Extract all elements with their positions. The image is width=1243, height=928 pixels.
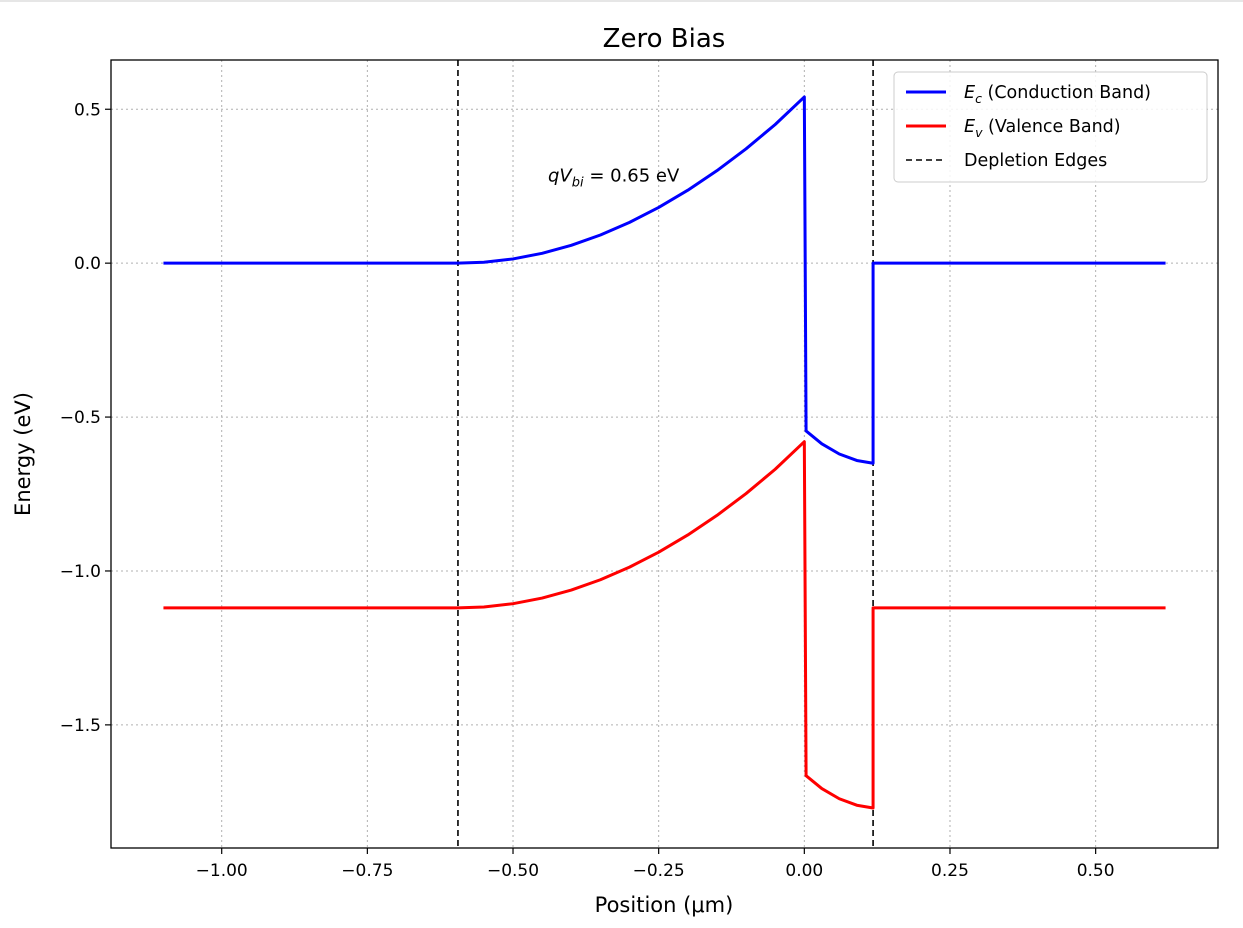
plot-area xyxy=(111,60,1218,848)
legend-label: Ec (Conduction Band) xyxy=(964,83,1151,106)
x-axis: −1.00 −0.75 −0.50 −0.25 0.00 0.25 0.50 xyxy=(196,848,1115,881)
legend: Ec (Conduction Band)Ev (Valence Band)Dep… xyxy=(893,71,1208,183)
y-tick-label: 0.5 xyxy=(74,100,101,120)
x-tick-label: −0.25 xyxy=(633,861,685,881)
legend-text: (Conduction Band) xyxy=(982,83,1151,103)
x-tick-label: 0.25 xyxy=(931,861,969,881)
built-in-potential-annotation: qVbi = 0.65 eV xyxy=(548,165,680,190)
conduction-band-line xyxy=(163,95,1166,465)
x-tick-label: 0.00 xyxy=(785,861,823,881)
y-axis: 0.5 0.0 −0.5 −1.0 −1.5 xyxy=(60,100,111,736)
legend-subscript: v xyxy=(975,125,983,140)
y-axis-label: Energy (eV) xyxy=(11,392,35,516)
x-axis-label: Position (μm) xyxy=(595,893,734,917)
legend-box xyxy=(893,71,1208,183)
x-tick-label: −1.00 xyxy=(196,861,248,881)
y-tick-label: −1.0 xyxy=(60,562,101,582)
y-tick-label: 0.0 xyxy=(74,254,101,274)
legend-text: (Valence Band) xyxy=(982,117,1120,137)
legend-subscript: c xyxy=(975,91,982,106)
legend-symbol: E xyxy=(964,83,976,103)
chart-title: Zero Bias xyxy=(603,24,726,54)
annotation-value: = 0.65 eV xyxy=(584,165,680,186)
band-curves xyxy=(163,95,1166,810)
annotation-subscript: bi xyxy=(572,175,584,190)
y-tick-label: −0.5 xyxy=(60,408,101,428)
legend-symbol: E xyxy=(964,117,976,137)
plot-frame xyxy=(110,59,1219,849)
legend-label: Depletion Edges xyxy=(964,151,1107,171)
valence-band-line xyxy=(163,440,1166,810)
legend-label: Ev (Valence Band) xyxy=(964,117,1121,140)
x-tick-label: −0.50 xyxy=(487,861,539,881)
top-divider xyxy=(0,0,1243,2)
y-tick-label: −1.5 xyxy=(60,716,101,736)
x-tick-label: 0.50 xyxy=(1077,861,1115,881)
annotation-symbol: qV xyxy=(548,165,573,186)
x-tick-label: −0.75 xyxy=(341,861,393,881)
